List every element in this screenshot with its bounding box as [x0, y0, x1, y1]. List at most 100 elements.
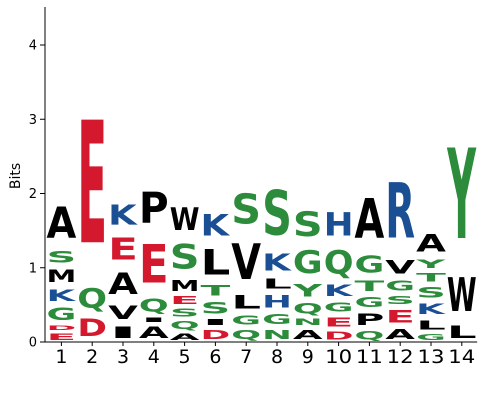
y-tick-label: 4	[29, 39, 37, 54]
x-tick-label: 3	[117, 346, 129, 368]
x-tick-label: 1	[55, 346, 67, 368]
logo-letter-g: G	[47, 305, 77, 324]
x-tick-label: 14	[448, 346, 475, 368]
logo-letter-g: G	[324, 300, 354, 314]
y-tick-label: 1	[29, 261, 37, 276]
x-tick-label: 10	[325, 346, 352, 368]
logo-letter-l: L	[447, 322, 477, 342]
logo-letter-l: L	[262, 276, 292, 292]
logo-letter-p: P	[139, 183, 169, 233]
x-tick-label: 5	[179, 346, 191, 368]
x-tick-label: 2	[86, 346, 98, 368]
logo-letter-i: I	[201, 318, 231, 328]
logo-letter-l: L	[231, 291, 261, 313]
logo-letter-m: M	[170, 277, 200, 295]
logo-letter-k: K	[201, 208, 231, 242]
logo-letter-t: T	[201, 283, 231, 299]
logo-letter-y: Y	[447, 122, 477, 267]
logo-letter-a: A	[47, 198, 77, 248]
logo-letter-p: P	[355, 310, 385, 329]
logo-letter-g: G	[293, 244, 323, 280]
logo-letter-y: Y	[292, 281, 323, 301]
y-axis-title: Bits	[8, 163, 24, 189]
y-tick-label: 3	[29, 113, 37, 128]
logo-letter-g: G	[231, 314, 261, 328]
x-axis: 1 2 3 4 5 6 7 8 9 10 11 12 13 14	[45, 341, 478, 368]
logo-letter-e: E	[139, 235, 169, 296]
logo-letter-s: S	[231, 186, 261, 234]
logo-letter-y: Y	[415, 257, 446, 270]
logo-letter-a: A	[139, 324, 169, 342]
position-stack: LWY	[447, 122, 477, 342]
x-tick-label: 6	[209, 346, 221, 368]
logo-letter-d: D	[324, 330, 354, 343]
logo-letter-s: S	[293, 205, 323, 244]
logo-letter-k: K	[324, 281, 354, 299]
y-tick-label: 2	[29, 187, 37, 202]
logo-letter-q: Q	[170, 319, 200, 331]
logo-letter-m: M	[47, 266, 77, 286]
logo-letter-q: Q	[293, 301, 323, 317]
logo-letter-a: A	[416, 229, 446, 258]
logo-letter-n: N	[262, 328, 292, 343]
logo-letter-s: S	[47, 248, 77, 266]
logo-letter-g: G	[355, 295, 385, 310]
x-tick-label: 7	[240, 346, 252, 368]
logo-letter-i: I	[139, 316, 169, 323]
logo-letter-e: E	[385, 306, 415, 326]
logo-letter-v: V	[108, 302, 138, 324]
logo-letter-q: Q	[231, 328, 261, 342]
logo-letter-v: V	[385, 257, 415, 279]
logo-letter-a: A	[170, 332, 200, 342]
logo-letter-w: W	[447, 268, 477, 322]
logo-letter-s: S	[416, 284, 446, 301]
logo-letter-r: R	[385, 169, 415, 257]
x-tick-label: 9	[302, 346, 314, 368]
logo-letter-d: D	[47, 324, 77, 331]
y-axis: 0 1 2 3 4	[29, 7, 46, 351]
position-stack: DQE	[77, 86, 107, 342]
logo-letter-q: Q	[355, 329, 385, 342]
logo-letter-k: K	[47, 287, 77, 305]
logo-letter-q: Q	[139, 295, 169, 316]
logo-letter-n: N	[293, 317, 323, 327]
logo-letter-e: E	[77, 86, 107, 282]
logo-letter-s: S	[385, 294, 415, 306]
logo-letter-q: Q	[77, 283, 107, 314]
logo-letter-i: I	[108, 323, 138, 342]
logo-letter-t: T	[416, 271, 446, 285]
logo-letter-e: E	[108, 231, 138, 267]
logo-letter-l: L	[416, 318, 446, 333]
logo-letter-k: K	[416, 301, 446, 318]
logo-letter-q: Q	[324, 244, 354, 281]
logo-letter-k: K	[262, 250, 292, 276]
logo-letter-g: G	[262, 312, 292, 327]
logo-letter-t: T	[355, 278, 385, 294]
logo-letter-s: S	[262, 178, 292, 250]
letter-stacks: EDGKMSADQEIVAEKAIQEPAQSEMSWDISTLKQGLVSNG…	[47, 86, 477, 342]
logo-letter-e: E	[170, 295, 200, 307]
logo-letter-a: A	[355, 188, 385, 252]
logo-letter-h: H	[324, 206, 354, 244]
logo-letter-s: S	[170, 307, 200, 319]
logo-letter-e: E	[324, 314, 354, 329]
x-tick-label: 12	[387, 346, 414, 368]
logo-letter-s: S	[170, 237, 200, 276]
logo-letter-k: K	[108, 199, 138, 231]
logo-letter-g: G	[385, 279, 415, 294]
logo-letter-s: S	[201, 300, 231, 318]
logo-letter-a: A	[293, 327, 324, 342]
